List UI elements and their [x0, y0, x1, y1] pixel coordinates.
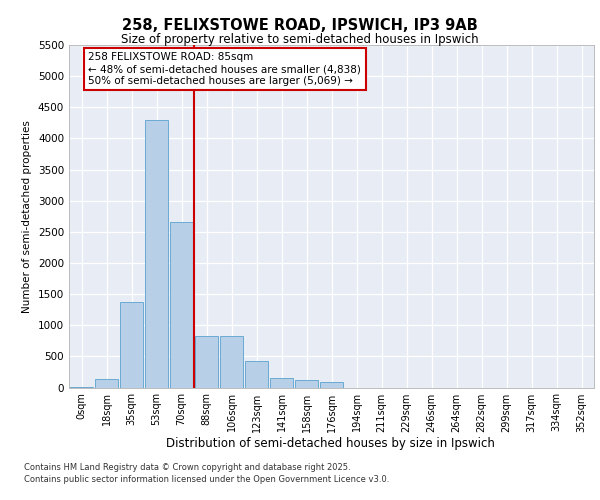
Bar — [220, 336, 244, 388]
Bar — [320, 382, 343, 388]
Bar — [145, 120, 169, 388]
Text: 258 FELIXSTOWE ROAD: 85sqm
← 48% of semi-detached houses are smaller (4,838)
50%: 258 FELIXSTOWE ROAD: 85sqm ← 48% of semi… — [89, 52, 361, 86]
Bar — [269, 378, 293, 388]
Bar — [245, 362, 268, 388]
Text: Contains HM Land Registry data © Crown copyright and database right 2025.: Contains HM Land Registry data © Crown c… — [24, 462, 350, 471]
Bar — [95, 380, 118, 388]
Text: 258, FELIXSTOWE ROAD, IPSWICH, IP3 9AB: 258, FELIXSTOWE ROAD, IPSWICH, IP3 9AB — [122, 18, 478, 32]
Text: Distribution of semi-detached houses by size in Ipswich: Distribution of semi-detached houses by … — [166, 438, 494, 450]
Bar — [295, 380, 319, 388]
Text: Contains public sector information licensed under the Open Government Licence v3: Contains public sector information licen… — [24, 475, 389, 484]
Bar — [170, 222, 193, 388]
Text: Size of property relative to semi-detached houses in Ipswich: Size of property relative to semi-detach… — [121, 32, 479, 46]
Bar — [119, 302, 143, 388]
Bar — [70, 387, 94, 388]
Bar — [194, 336, 218, 388]
Y-axis label: Number of semi-detached properties: Number of semi-detached properties — [22, 120, 32, 312]
